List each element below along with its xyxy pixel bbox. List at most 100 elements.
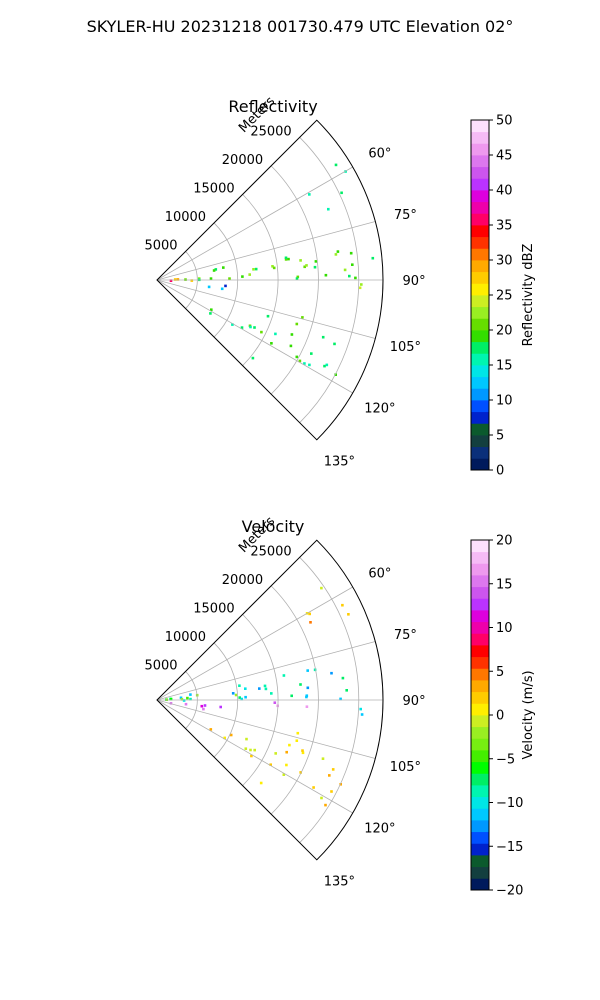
echo-cell — [290, 694, 293, 698]
colorbar-segment — [471, 540, 489, 553]
echo-cell — [306, 669, 309, 672]
echo-cell — [270, 342, 273, 345]
echo-cell — [271, 265, 274, 268]
echo-cell — [224, 284, 227, 288]
echo-cell — [320, 586, 323, 590]
echo-cell — [169, 697, 173, 701]
echo-cell — [220, 287, 224, 291]
colorbar-segment — [471, 691, 489, 704]
echo-cell — [209, 728, 213, 731]
colorbar-segment — [471, 726, 489, 739]
azimuth-tick-label: 90° — [403, 274, 426, 289]
echo-cell — [203, 704, 207, 707]
echo-cell — [295, 739, 299, 742]
echo-cell — [176, 278, 180, 281]
echo-cell — [331, 768, 335, 771]
colorbar-tick-label: 50 — [496, 114, 513, 129]
azimuth-gridline — [156, 641, 376, 701]
colorbar-segment — [471, 598, 489, 611]
echo-cell — [274, 752, 277, 755]
echo-cell — [248, 273, 251, 276]
echo-cell — [336, 250, 340, 253]
echo-cell — [222, 266, 225, 269]
echo-cell — [371, 256, 375, 260]
chart-title: Velocity — [242, 517, 305, 536]
colorbar-tick-label: 35 — [496, 219, 513, 234]
colorbar-segment — [471, 365, 489, 378]
echo-cell — [308, 363, 311, 367]
echo-cell — [240, 326, 244, 329]
colorbar-tick-label: 20 — [496, 534, 513, 549]
colorbar-segment — [471, 551, 489, 564]
echo-cell — [321, 757, 325, 760]
azimuth-tick-label: 105° — [390, 340, 421, 355]
colorbar-segment — [471, 621, 489, 634]
echo-cell — [244, 695, 247, 699]
echo-cell — [360, 283, 363, 286]
echo-cell — [295, 322, 299, 326]
echo-cell — [269, 763, 272, 766]
echo-cell — [303, 265, 306, 269]
echo-cell — [238, 684, 241, 687]
echo-cell — [234, 693, 238, 697]
echo-cell — [343, 268, 347, 272]
echo-cell — [214, 268, 218, 271]
colorbar-segment — [471, 738, 489, 751]
echo-cell — [327, 207, 330, 211]
colorbar-tick-label: 25 — [496, 289, 513, 304]
colorbar-segment — [471, 773, 489, 786]
echo-cell — [287, 257, 290, 261]
azimuth-gridline — [156, 586, 353, 701]
colorbar-tick-label: −5 — [496, 752, 515, 767]
echo-cell — [272, 266, 276, 270]
echo-cell — [184, 278, 187, 281]
colorbar-segment — [471, 866, 489, 879]
echo-cell — [359, 707, 362, 711]
colorbar-segment — [471, 820, 489, 833]
colorbar-tick-label: 5 — [496, 665, 504, 680]
echo-cell — [282, 773, 286, 776]
echo-cell — [339, 697, 342, 701]
colorbar: 0 5 10 15 20 25 30 35 40 45 50 Reflectivity dBZ — [470, 114, 536, 479]
echo-cell — [330, 671, 333, 675]
colorbar-segment — [471, 446, 489, 459]
echo-cell — [173, 278, 177, 281]
colorbar-segment — [471, 761, 489, 774]
echo-cell — [305, 705, 309, 708]
echo-cell — [228, 277, 231, 280]
echo-cell — [303, 362, 306, 365]
range-tick-label: 20000 — [222, 153, 263, 168]
echo-cell — [210, 308, 213, 311]
colorbar-tick-label: 10 — [496, 394, 513, 409]
colorbar-segment — [471, 295, 489, 308]
echo-cell — [244, 687, 247, 690]
echo-cell — [270, 692, 273, 695]
echo-cell — [252, 268, 255, 271]
colorbar-segment — [471, 353, 489, 366]
colorbar-segment — [471, 341, 489, 354]
range-tick-label: 15000 — [193, 181, 234, 196]
colorbar-segment — [471, 796, 489, 809]
echo-cell — [325, 363, 329, 367]
colorbar-segment — [471, 423, 489, 436]
echo-cell — [251, 356, 255, 360]
echo-cell — [219, 705, 222, 709]
colorbar-tick-label: 10 — [496, 621, 513, 636]
colorbar-segment — [471, 586, 489, 599]
echo-cell — [313, 668, 317, 672]
echo-cell — [301, 316, 304, 319]
echo-cell — [309, 621, 312, 624]
echo-cell — [180, 698, 184, 701]
echo-cell — [179, 696, 183, 700]
echo-cell — [238, 696, 241, 699]
colorbar-segment — [471, 318, 489, 331]
echo-cell — [301, 749, 304, 752]
echo-cell — [305, 264, 308, 267]
echo-cell — [241, 275, 244, 278]
colorbar-segment — [471, 213, 489, 226]
echo-cell — [244, 747, 248, 750]
echo-cell — [321, 335, 325, 339]
colorbar-segment — [471, 271, 489, 284]
colorbar-segment — [471, 178, 489, 191]
azimuth-tick-label: 120° — [364, 402, 395, 417]
